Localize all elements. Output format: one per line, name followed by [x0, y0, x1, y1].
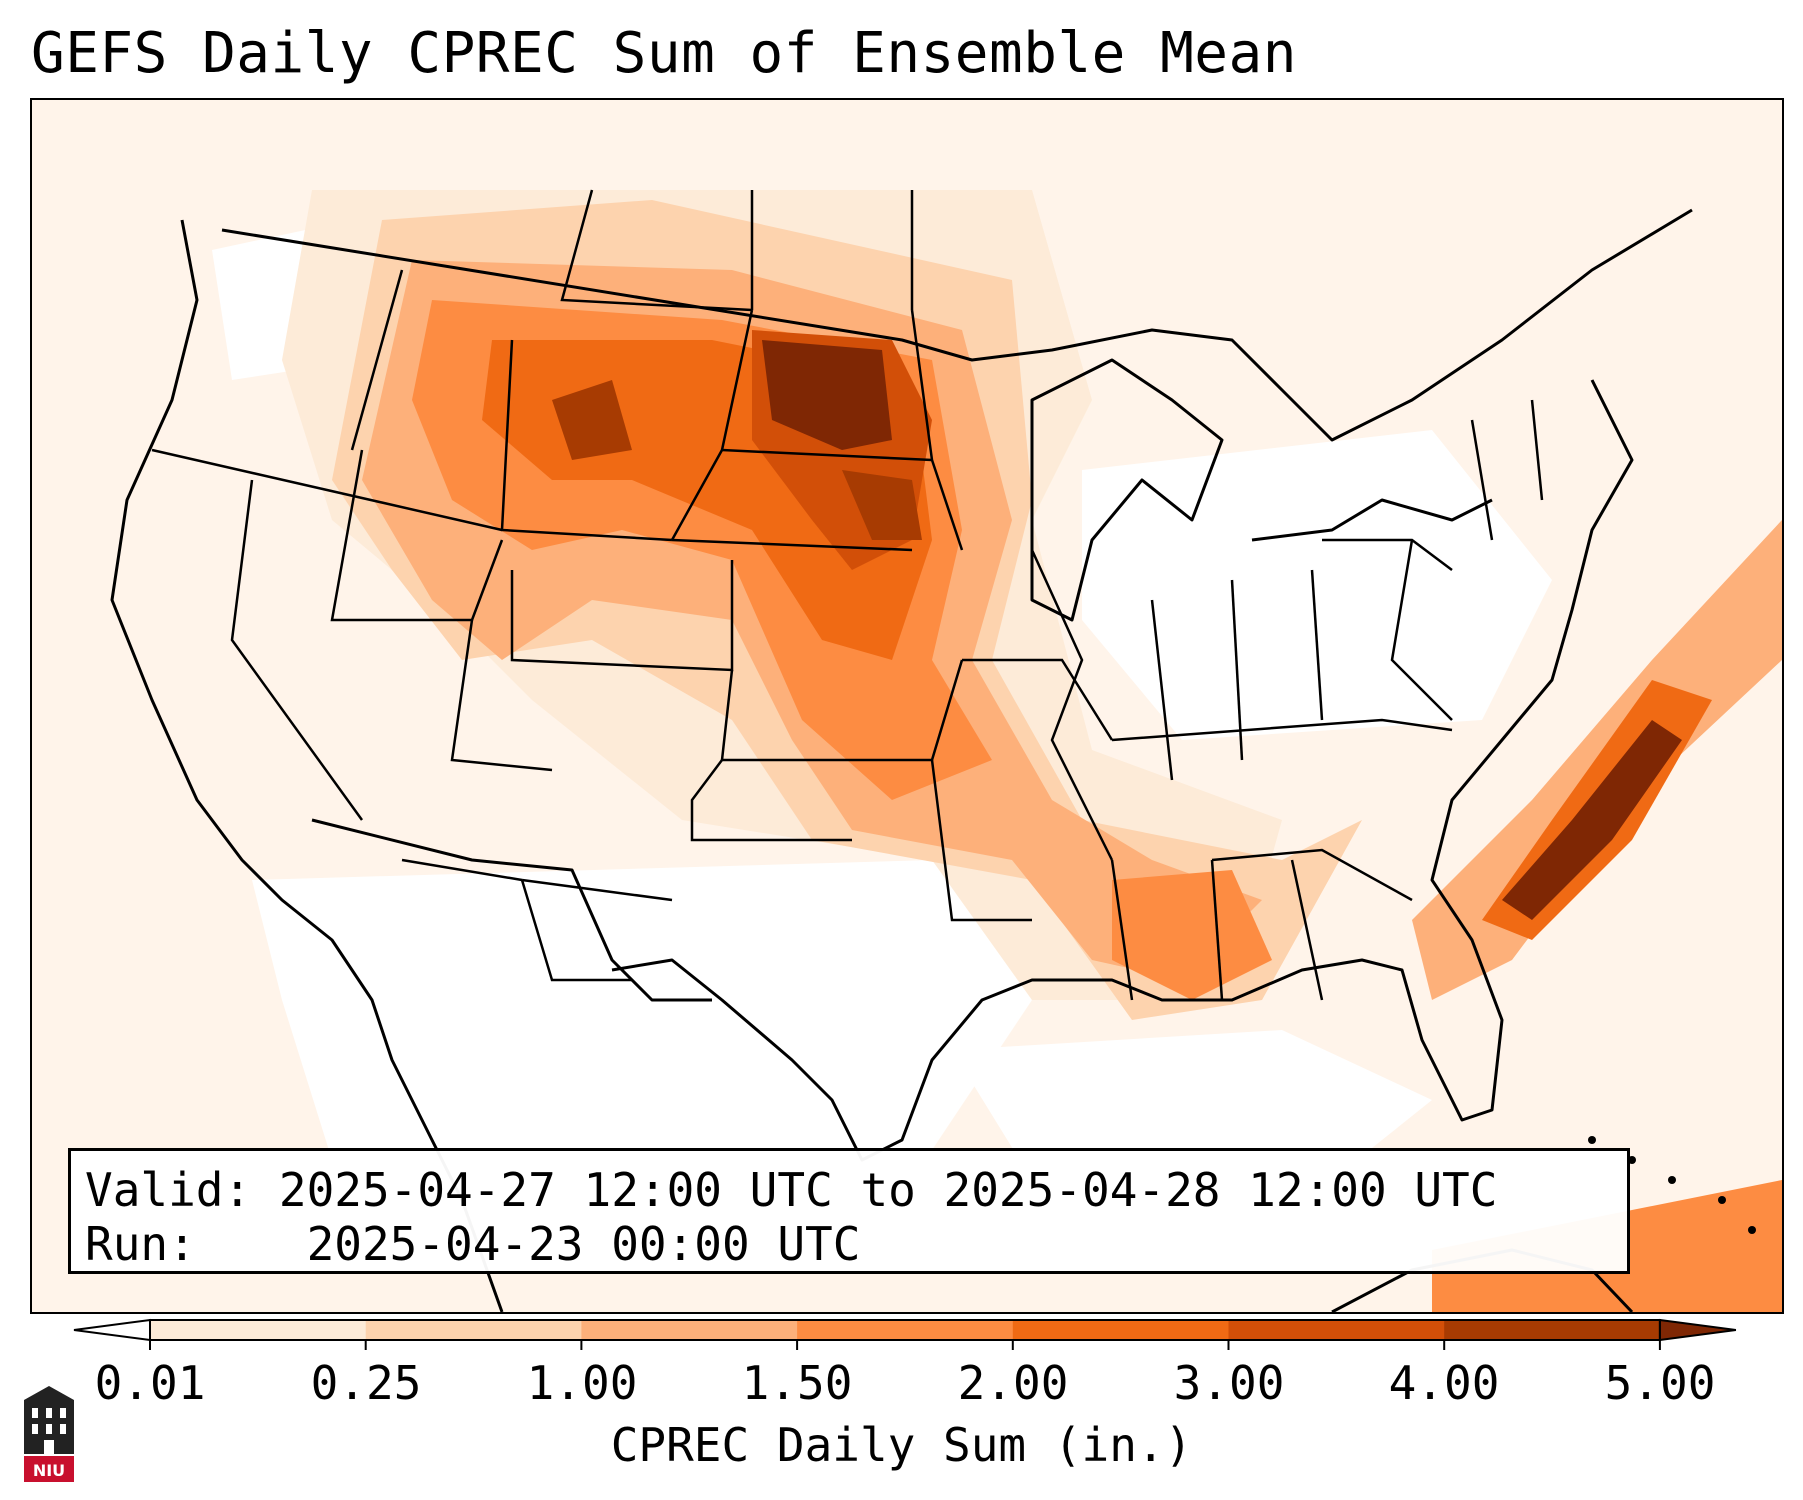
dry-area-gulf: [952, 1030, 1432, 1180]
tick-label-5: 3.00: [1173, 1356, 1285, 1410]
colorbar-bin-2: [581, 1320, 798, 1340]
colorbar-bin-1: [365, 1320, 582, 1340]
logo-windows: [32, 1408, 66, 1454]
colorbar-under-arrow: [73, 1318, 151, 1342]
colorbar: [73, 1318, 1737, 1350]
valid-value: 2025-04-27 12:00 UTC to 2025-04-28 12:00…: [278, 1163, 1498, 1217]
valid-line: Valid: 2025-04-27 12:00 UTC to 2025-04-2…: [85, 1163, 1627, 1217]
colorbar-bin-6: [1444, 1320, 1661, 1340]
colorbar-bin-4: [1012, 1320, 1229, 1340]
tick-label-7: 5.00: [1604, 1356, 1716, 1410]
tick-label-2: 1.00: [526, 1356, 638, 1410]
tick-label-4: 2.00: [957, 1356, 1069, 1410]
dry-area-southwest: [252, 860, 1032, 1190]
map-title: GEFS Daily CPREC Sum of Ensemble Mean: [31, 21, 1297, 86]
niu-logo: NIU: [24, 1386, 74, 1482]
bahamas-islands: [1588, 1136, 1756, 1234]
great-lakes: [1030, 358, 1224, 622]
colorbar-bin-3: [797, 1320, 1014, 1340]
colorbar-bin-0: [150, 1320, 367, 1340]
colorbar-label: CPREC Daily Sum (in.): [610, 1418, 1193, 1472]
logo-building-icon: [24, 1386, 74, 1454]
precip-atlantic-core: [1502, 720, 1682, 920]
colorbar-ticks: [149, 1340, 1661, 1350]
precip-max-dakotas: [762, 340, 892, 450]
tick-label-3: 1.50: [741, 1356, 853, 1410]
precipitation-map: [30, 98, 1784, 1314]
east-gulf-coastline: [611, 379, 1634, 1162]
colorbar-over-arrow: [1658, 1318, 1737, 1342]
precip-level-3-southeast: [1112, 870, 1272, 1000]
valid-label: Valid:: [85, 1163, 252, 1217]
colorbar-outline: [149, 1319, 1661, 1341]
run-value: 2025-04-23 00:00 UTC: [306, 1217, 861, 1271]
tick-label-6: 4.00: [1388, 1356, 1500, 1410]
tick-label-1: 0.25: [310, 1356, 422, 1410]
colorbar-segments: [73, 1318, 1737, 1342]
logo-text: NIU: [33, 1461, 65, 1480]
tick-label-0: 0.01: [94, 1356, 206, 1410]
state-lines: [151, 189, 1544, 1001]
northern-border: [221, 208, 1693, 442]
run-line: Run: 2025-04-23 00:00 UTC: [85, 1217, 1627, 1271]
run-label: Run:: [85, 1217, 196, 1271]
map-canvas: [32, 100, 1782, 1312]
logo-red-band: [24, 1456, 74, 1482]
colorbar-bin-5: [1228, 1320, 1445, 1340]
dry-area-ohio-valley: [1082, 430, 1552, 740]
west-coastline: [110, 219, 504, 1312]
precip-level-6-montana: [552, 380, 632, 460]
mexico-border: [311, 818, 712, 1002]
precip-level-6-sd: [842, 470, 922, 540]
lake-erie-ontario: [1251, 498, 1493, 542]
valid-run-info-box: Valid: 2025-04-27 12:00 UTC to 2025-04-2…: [68, 1148, 1630, 1274]
